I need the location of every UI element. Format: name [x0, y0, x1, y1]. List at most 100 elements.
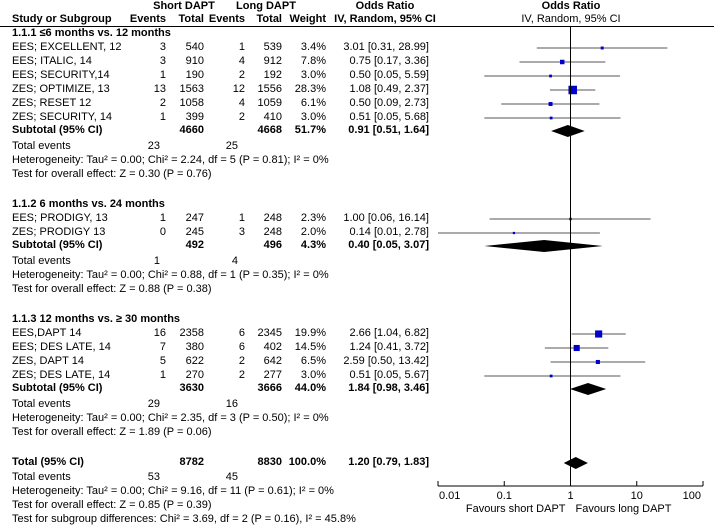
- study-marker: [595, 359, 600, 365]
- total-events-long: 45: [225, 471, 238, 483]
- short-total: 540: [185, 41, 204, 53]
- long-total: 248: [263, 226, 282, 238]
- study-name: EES; ITALIC, 14: [12, 55, 92, 67]
- short-events: 7: [159, 341, 166, 353]
- plot-method-header: IV, Random, 95% CI: [521, 13, 621, 25]
- x-tick-label: 0.01: [439, 490, 460, 502]
- long-dapt-header: Long DAPT: [236, 0, 296, 12]
- subtotal-odds-ratio-ci: 0.91 [0.51, 1.64]: [348, 124, 429, 136]
- heterogeneity-text: Heterogeneity: Tau² = 0.00; Chi² = 9.16,…: [12, 485, 334, 497]
- weight: 7.8%: [300, 55, 326, 67]
- study-marker: [600, 46, 604, 50]
- favours-long-label: Favours long DAPT: [576, 503, 672, 515]
- weight: 14.5%: [294, 341, 326, 353]
- short-total: 247: [185, 212, 204, 224]
- long-total: 192: [263, 69, 282, 81]
- or-column-title: Odds Ratio: [355, 0, 415, 12]
- subgroup-heading: 1.1.3 12 months vs. ≥ 30 months: [12, 313, 181, 325]
- subtotal-label: Subtotal (95% CI): [12, 124, 103, 136]
- header-divider: [0, 26, 714, 27]
- weight: 6.5%: [300, 355, 326, 367]
- study-marker: [549, 116, 553, 120]
- study-name: ZES; RESET 12: [12, 97, 92, 109]
- study-name: ZES; SECURITY, 14: [12, 111, 113, 123]
- short-total: 1563: [179, 83, 204, 95]
- subgroup-heading: 1.1.2 6 months vs. 24 months: [12, 198, 165, 210]
- study-name: EES; EXCELLENT, 12: [12, 41, 122, 53]
- short-events: 3: [159, 55, 166, 67]
- short-total: 910: [185, 55, 204, 67]
- total-long-total: 8830: [257, 456, 282, 468]
- study-marker: [595, 330, 603, 338]
- total-label: Total (95% CI): [12, 456, 84, 468]
- short-events: 2: [159, 97, 166, 109]
- odds-ratio-ci: 0.51 [0.05, 5.67]: [349, 369, 429, 381]
- weight: 2.0%: [300, 226, 326, 238]
- short-total: 270: [185, 369, 204, 381]
- odds-ratio-ci: 0.51 [0.05, 5.68]: [349, 111, 429, 123]
- long-total: 402: [263, 341, 282, 353]
- weight: 2.3%: [300, 212, 326, 224]
- total-events-label: Total events: [12, 398, 71, 410]
- short-events: 1: [159, 111, 166, 123]
- total-events-short: 23: [147, 140, 160, 152]
- study-name: ZES; OPTIMIZE, 13: [12, 83, 110, 95]
- short-events: 1: [159, 369, 166, 381]
- long-total: 277: [263, 369, 282, 381]
- weight: 3.4%: [300, 41, 326, 53]
- odds-ratio-ci: 0.14 [0.01, 2.78]: [349, 226, 429, 238]
- odds-ratio-ci: 0.75 [0.17, 3.36]: [349, 55, 429, 67]
- subtotal-long-total: 4668: [257, 124, 282, 136]
- long-events: 4: [238, 97, 245, 109]
- total-diamond: [563, 457, 588, 469]
- study-column-header: Study or Subgroup: [12, 13, 112, 25]
- or-method-header: IV, Random, 95% CI: [334, 13, 436, 25]
- long-total: 1059: [257, 97, 282, 109]
- study-marker: [548, 102, 553, 106]
- long-total: 912: [263, 55, 282, 67]
- subtotal-weight: 44.0%: [294, 382, 326, 394]
- study-name: EES,DAPT 14: [12, 327, 82, 339]
- weight: 19.9%: [294, 327, 326, 339]
- study-marker: [549, 374, 553, 378]
- study-name: ZES; PRODIGY 13: [12, 226, 106, 238]
- total-events-label: Total events: [12, 471, 71, 483]
- subgroup-heading: 1.1.1 ≤6 months vs. 12 months: [12, 27, 171, 39]
- total-events-short: 53: [147, 471, 160, 483]
- total-events-label: Total events: [12, 255, 71, 267]
- long-total: 410: [263, 111, 282, 123]
- odds-ratio-ci: 2.66 [1.04, 6.82]: [349, 327, 429, 339]
- odds-ratio-ci: 1.00 [0.06, 16.14]: [343, 212, 429, 224]
- overall-effect-text: Test for overall effect: Z = 0.88 (P = 0…: [12, 283, 212, 295]
- subtotal-short-total: 492: [185, 239, 204, 251]
- short-events-header: Events: [129, 13, 166, 25]
- long-events: 12: [232, 83, 245, 95]
- long-total: 642: [263, 355, 282, 367]
- short-events: 1: [159, 69, 166, 81]
- total-weight: 100.0%: [288, 456, 326, 468]
- short-total: 245: [185, 226, 204, 238]
- overall-effect-text: Test for overall effect: Z = 0.85 (P = 0…: [12, 499, 212, 511]
- odds-ratio-ci: 0.50 [0.09, 2.73]: [349, 97, 429, 109]
- short-events: 5: [159, 355, 166, 367]
- study-marker: [568, 85, 577, 95]
- weight: 3.0%: [300, 69, 326, 81]
- x-tick-label: 10: [631, 490, 643, 502]
- odds-ratio-ci: 2.59 [0.50, 13.42]: [343, 355, 429, 367]
- short-events: 16: [153, 327, 166, 339]
- heterogeneity-text: Heterogeneity: Tau² = 0.00; Chi² = 0.88,…: [12, 269, 329, 281]
- long-events: 2: [238, 69, 245, 81]
- total-events-long: 16: [225, 398, 238, 410]
- long-events: 4: [238, 55, 245, 67]
- total-events-label: Total events: [12, 140, 71, 152]
- subtotal-diamond: [551, 125, 585, 137]
- subtotal-odds-ratio-ci: 1.84 [0.98, 3.46]: [348, 382, 429, 394]
- subtotal-diamond: [569, 383, 607, 395]
- total-events-long: 25: [225, 140, 238, 152]
- short-total: 1058: [179, 97, 204, 109]
- overall-effect-text: Test for overall effect: Z = 1.89 (P = 0…: [12, 426, 212, 438]
- total-events-short: 29: [147, 398, 160, 410]
- long-total-header: Total: [256, 13, 282, 25]
- favours-short-label: Favours short DAPT: [466, 503, 566, 515]
- weight: 3.0%: [300, 111, 326, 123]
